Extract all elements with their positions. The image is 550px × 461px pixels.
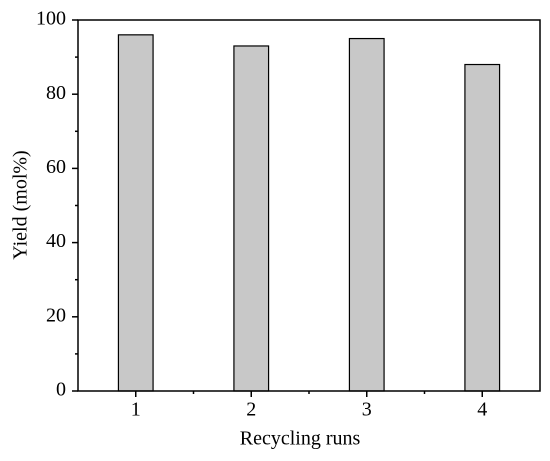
bar [464,63,501,392]
y-tick-label: 100 [36,8,66,30]
y-tick-label: 80 [46,82,66,104]
x-tick-label: 1 [131,399,141,421]
y-tick-label: 0 [56,379,66,401]
y-tick-label: 40 [46,230,66,252]
y-tick-label: 20 [46,304,66,326]
bar [117,34,154,392]
plot-frame [77,19,541,392]
x-tick-label: 3 [362,399,372,421]
x-axis-label: Recycling runs [240,428,361,450]
x-tick-label: 2 [246,399,256,421]
bar [348,37,385,392]
bar [233,45,270,392]
y-tick-label: 60 [46,156,66,178]
y-axis-label: Yield (mol%) [10,150,32,259]
x-tick-label: 4 [477,399,487,421]
